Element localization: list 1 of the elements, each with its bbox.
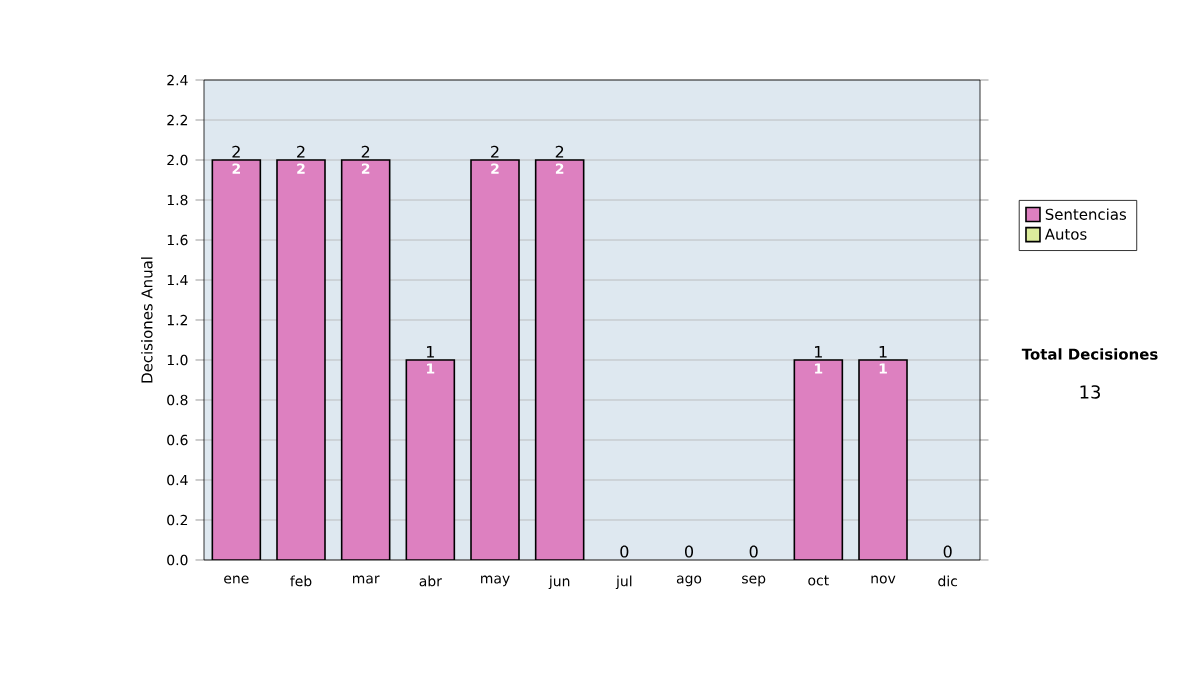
text: 13 (1080, 385, 1100, 399)
